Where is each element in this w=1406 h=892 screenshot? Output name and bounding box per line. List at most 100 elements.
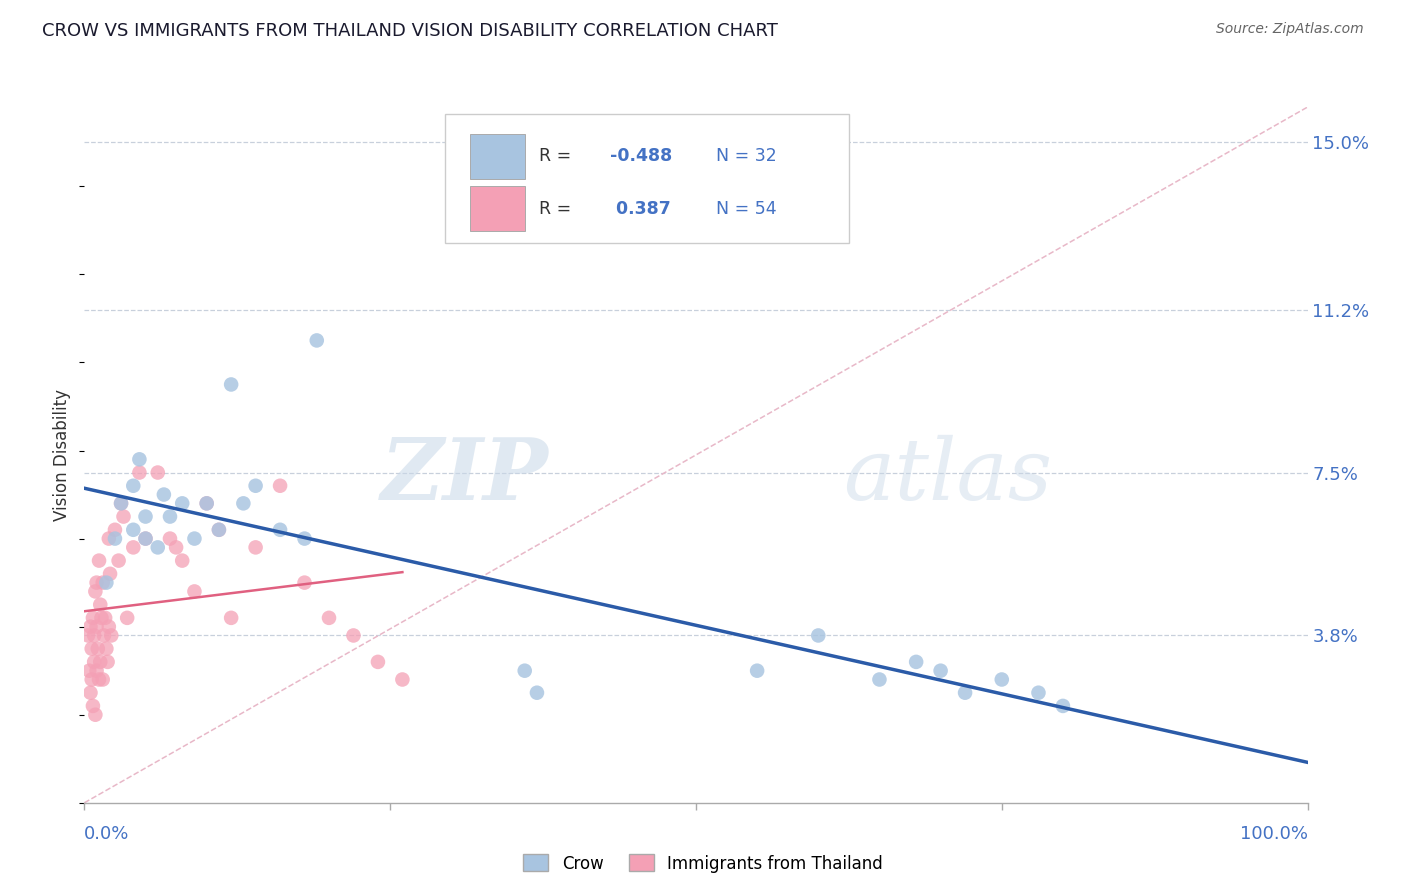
Point <box>89 598 111 612</box>
Text: CROW VS IMMIGRANTS FROM THAILAND VISION DISABILITY CORRELATION CHART: CROW VS IMMIGRANTS FROM THAILAND VISION … <box>42 22 778 40</box>
Point <box>91 575 114 590</box>
Point <box>953 686 976 700</box>
Point <box>96 641 118 656</box>
Point <box>77 664 100 678</box>
Point <box>135 509 157 524</box>
Point <box>391 673 413 687</box>
Point <box>84 707 107 722</box>
Point <box>97 620 120 634</box>
Text: 100.0%: 100.0% <box>1240 825 1308 843</box>
Point <box>269 523 291 537</box>
Text: Source: ZipAtlas.com: Source: ZipAtlas.com <box>1216 22 1364 37</box>
Point <box>807 628 830 642</box>
Point <box>107 553 129 567</box>
Point <box>318 611 340 625</box>
Bar <box>470 186 524 231</box>
Point <box>513 664 536 678</box>
Point <box>122 479 145 493</box>
Point <box>245 479 267 493</box>
Point <box>94 611 117 625</box>
Point <box>83 655 105 669</box>
Text: N = 32: N = 32 <box>704 147 776 165</box>
Point <box>100 628 122 642</box>
Point <box>1028 686 1050 700</box>
Point <box>245 541 267 555</box>
Point <box>526 686 548 700</box>
Point <box>269 479 291 493</box>
Point <box>219 611 242 625</box>
Point <box>104 523 127 537</box>
Point <box>172 553 194 567</box>
Text: 0.387: 0.387 <box>610 200 671 218</box>
Point <box>83 628 105 642</box>
Point <box>135 532 157 546</box>
Point <box>183 584 205 599</box>
Point <box>128 452 150 467</box>
Bar <box>470 134 524 179</box>
Text: 0.0%: 0.0% <box>84 825 129 843</box>
Point <box>195 496 218 510</box>
Point <box>82 611 104 625</box>
Point <box>146 466 169 480</box>
Point <box>82 698 104 713</box>
Y-axis label: Vision Disability: Vision Disability <box>53 389 72 521</box>
Point <box>96 575 118 590</box>
Point <box>110 496 132 510</box>
Point <box>80 641 103 656</box>
Point <box>294 532 316 546</box>
Point <box>367 655 389 669</box>
Text: atlas: atlas <box>842 434 1052 517</box>
Point <box>342 628 364 642</box>
FancyBboxPatch shape <box>446 114 849 243</box>
Point <box>172 496 194 510</box>
Point <box>112 509 135 524</box>
Point <box>97 655 120 669</box>
Point <box>110 496 132 510</box>
Legend: Crow, Immigrants from Thailand: Crow, Immigrants from Thailand <box>517 847 889 880</box>
Point <box>208 523 231 537</box>
Point <box>86 575 108 590</box>
Point <box>77 628 100 642</box>
Point <box>183 532 205 546</box>
Point <box>208 523 231 537</box>
Point <box>122 523 145 537</box>
Point <box>86 620 108 634</box>
Text: N = 54: N = 54 <box>704 200 776 218</box>
Point <box>86 664 108 678</box>
Point <box>159 509 181 524</box>
Point <box>87 553 110 567</box>
Text: R =: R = <box>540 147 576 165</box>
Point <box>165 541 187 555</box>
Point <box>128 466 150 480</box>
Point <box>219 377 242 392</box>
Point <box>153 487 176 501</box>
Point <box>991 673 1014 687</box>
Point <box>869 673 891 687</box>
Point <box>97 532 120 546</box>
Point <box>79 686 101 700</box>
Point <box>93 628 115 642</box>
Point <box>135 532 157 546</box>
Point <box>195 496 218 510</box>
Point <box>79 620 101 634</box>
Point <box>115 611 138 625</box>
Point <box>159 532 181 546</box>
Point <box>104 532 127 546</box>
Text: -0.488: -0.488 <box>610 147 672 165</box>
Point <box>122 541 145 555</box>
Point <box>747 664 769 678</box>
Text: R =: R = <box>540 200 576 218</box>
Point <box>87 673 110 687</box>
Point <box>84 584 107 599</box>
Point <box>929 664 952 678</box>
Point <box>146 541 169 555</box>
Point <box>232 496 254 510</box>
Point <box>91 673 114 687</box>
Text: ZIP: ZIP <box>381 434 550 517</box>
Point <box>905 655 928 669</box>
Point <box>1052 698 1074 713</box>
Point <box>305 334 328 348</box>
Point <box>87 641 110 656</box>
Point <box>90 611 112 625</box>
Point <box>89 655 111 669</box>
